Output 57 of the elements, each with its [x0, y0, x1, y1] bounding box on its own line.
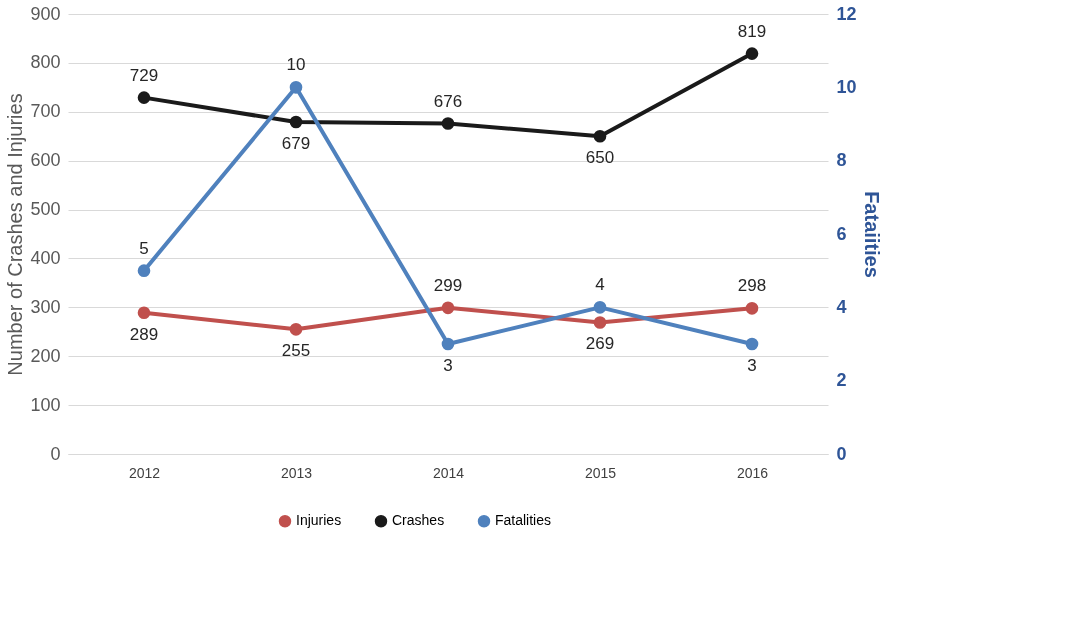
data-label: 3	[443, 356, 453, 375]
x-tick-label: 2013	[280, 464, 313, 481]
data-label: 650	[585, 148, 615, 168]
point	[593, 316, 607, 329]
data-label: 269	[585, 334, 615, 354]
point	[745, 337, 759, 351]
y2-tick-label: 4	[836, 296, 847, 317]
data-label: 819	[737, 21, 767, 41]
y-tick-label: 500	[30, 199, 61, 220]
y-tick-label: 900	[30, 3, 61, 24]
y-axis-title: Number of Crashes and Injuries	[4, 93, 27, 376]
point	[289, 115, 303, 129]
legend-label: Fatalities	[495, 512, 552, 529]
y2-tick-label: 8	[836, 150, 847, 171]
data-label: 729	[129, 65, 159, 85]
x-tick-label: 2016	[736, 464, 769, 481]
y-tick-label: 700	[30, 101, 61, 122]
data-label: 679	[281, 134, 311, 154]
y-tick-label: 400	[30, 247, 61, 268]
y2-tick-label: 0	[836, 443, 847, 464]
point	[289, 323, 303, 336]
data-label: 298	[737, 276, 767, 296]
y-tick-label: 600	[30, 150, 61, 171]
data-label: 676	[433, 91, 463, 111]
point	[593, 129, 607, 143]
y2-tick-label: 10	[836, 76, 857, 97]
data-label: 299	[433, 275, 463, 295]
data-label: 255	[281, 341, 311, 361]
y-tick-label: 100	[30, 394, 61, 415]
point	[441, 301, 455, 315]
point	[441, 337, 455, 351]
legend-label: Crashes	[392, 512, 445, 529]
data-label: 5	[139, 238, 149, 258]
point	[137, 306, 151, 320]
point	[289, 81, 303, 94]
point	[593, 301, 607, 314]
y2-tick-label: 12	[836, 3, 857, 24]
x-tick-label: 2015	[584, 464, 617, 481]
y-tick-label: 300	[30, 296, 61, 317]
y-tick-label: 800	[30, 52, 61, 73]
data-label: 3	[747, 356, 757, 375]
point	[745, 302, 759, 315]
legend-label: Injuries	[296, 512, 342, 529]
point	[137, 91, 151, 104]
x-tick-label: 2014	[432, 464, 465, 481]
data-label: 4	[595, 275, 605, 295]
point	[745, 47, 759, 60]
x-tick-label: 2012	[128, 464, 161, 481]
point	[441, 117, 455, 130]
y2-tick-label: 2	[836, 370, 847, 391]
data-label: 10	[286, 55, 306, 75]
y-tick-label: 200	[30, 345, 61, 366]
y2-axis-title: Fataiities	[860, 191, 883, 278]
data-label: 289	[129, 324, 159, 344]
y-tick-label: 0	[50, 443, 61, 464]
point	[137, 264, 151, 277]
y2-tick-label: 6	[836, 223, 847, 244]
